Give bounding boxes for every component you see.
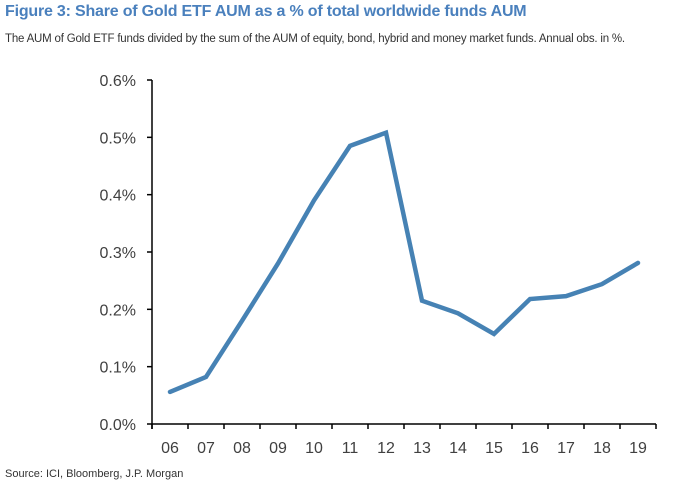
- y-tick-label: 0.2%: [100, 302, 136, 319]
- series-line: [167, 129, 641, 395]
- x-tick-labels: 06 07 08 09 10 11 12 13 14 15 16 17 18 19: [161, 440, 647, 457]
- x-tick-label: 09: [269, 440, 287, 457]
- series-group: [167, 129, 641, 395]
- x-tick-label: 14: [449, 440, 467, 457]
- x-tick-label: 19: [629, 440, 647, 457]
- x-tick-label: 08: [233, 440, 251, 457]
- chart-title: Figure 3: Share of Gold ETF AUM as a % o…: [5, 3, 527, 20]
- y-tick-label: 0.5%: [100, 130, 136, 147]
- x-tick-label: 17: [557, 440, 575, 457]
- y-tick-label: 0.0%: [100, 417, 136, 434]
- x-tick-label: 07: [197, 440, 215, 457]
- y-tick-label: 0.4%: [100, 188, 136, 205]
- x-tick-label: 15: [485, 440, 503, 457]
- y-tick-label: 0.1%: [100, 360, 136, 377]
- x-tick-label: 13: [413, 440, 431, 457]
- x-tick-label: 18: [593, 440, 611, 457]
- x-tick-label: 12: [377, 440, 395, 457]
- y-tick-label: 0.6%: [100, 73, 136, 90]
- x-tick-label: 16: [521, 440, 539, 457]
- x-tick-label: 10: [305, 440, 323, 457]
- y-tick-label: 0.3%: [100, 245, 136, 262]
- x-tick-label: 11: [342, 440, 359, 457]
- x-tick-label: 06: [161, 440, 179, 457]
- source-note: Source: ICI, Bloomberg, J.P. Morgan: [5, 468, 184, 480]
- chart-subtitle: The AUM of Gold ETF funds divided by the…: [5, 33, 625, 45]
- axes: [147, 79, 657, 429]
- y-tick-labels: 0.0% 0.1% 0.2% 0.3% 0.4% 0.5% 0.6%: [100, 73, 136, 434]
